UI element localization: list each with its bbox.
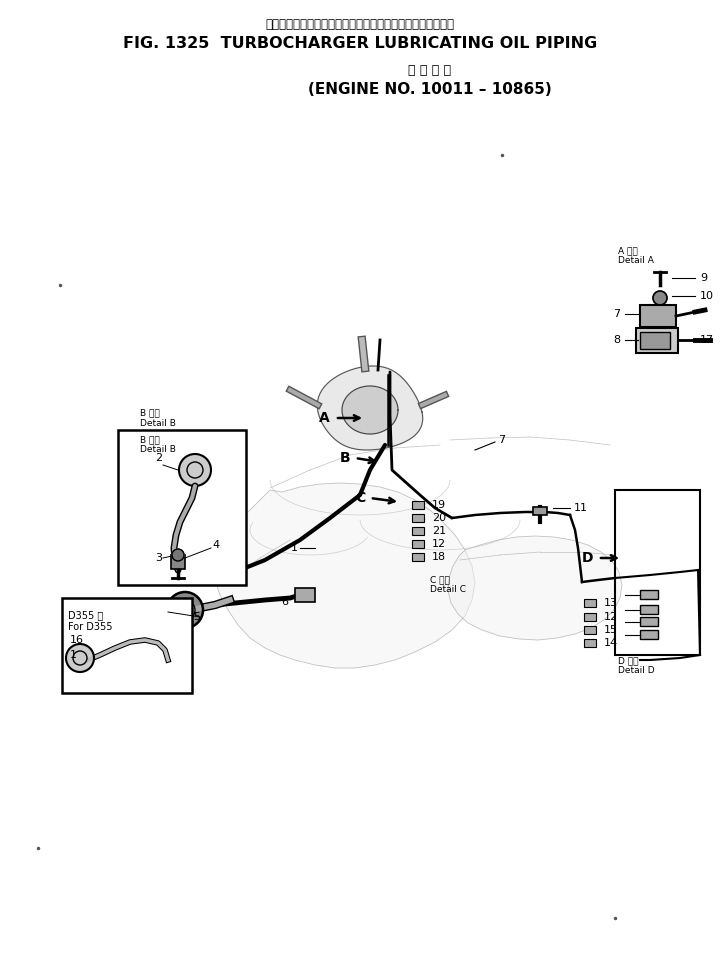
Text: B 詳細
Detail B: B 詳細 Detail B [140, 435, 176, 455]
Text: 11: 11 [574, 503, 588, 513]
Text: 9: 9 [700, 273, 707, 283]
Polygon shape [448, 536, 622, 640]
Circle shape [175, 600, 195, 620]
Text: 14: 14 [604, 638, 618, 648]
Text: B 詳細
Detail B: B 詳細 Detail B [140, 409, 176, 428]
Text: 7: 7 [613, 309, 620, 319]
Text: 18: 18 [432, 552, 446, 562]
Bar [533, 507, 547, 515]
Text: D355 用
For D355: D355 用 For D355 [68, 610, 112, 631]
Text: C 詳細
Detail C: C 詳細 Detail C [430, 575, 466, 594]
Bar [640, 605, 658, 614]
Text: 16: 16 [70, 635, 84, 645]
Circle shape [172, 549, 184, 561]
Text: FIG. 1325  TURBOCHARGER LUBRICATING OIL PIPING: FIG. 1325 TURBOCHARGER LUBRICATING OIL P… [123, 36, 597, 51]
Text: 5: 5 [193, 612, 200, 622]
Circle shape [179, 454, 211, 486]
Text: 4: 4 [212, 540, 219, 550]
Bar [412, 514, 424, 522]
Bar [171, 555, 185, 569]
Text: D 詳細
Detail D: D 詳細 Detail D [618, 656, 655, 675]
Text: B: B [340, 451, 350, 465]
Text: 8: 8 [613, 335, 620, 345]
Bar [584, 613, 596, 621]
Bar [584, 599, 596, 607]
Text: ターボチャージャ　ルーブリケーティングオイルパイピング: ターボチャージャ ルーブリケーティングオイルパイピング [265, 18, 454, 31]
Bar [118, 430, 246, 585]
Bar [640, 590, 658, 599]
Bar [636, 328, 678, 353]
Text: C: C [355, 491, 365, 505]
Bar [640, 305, 676, 327]
Bar [640, 617, 658, 626]
Bar [412, 501, 424, 509]
Polygon shape [342, 386, 398, 434]
Text: 1: 1 [70, 650, 77, 660]
Bar [640, 332, 670, 349]
Bar [412, 553, 424, 561]
Polygon shape [317, 366, 423, 450]
Text: 19: 19 [432, 500, 446, 510]
Text: 12: 12 [432, 539, 446, 549]
Circle shape [66, 644, 94, 672]
Text: 17: 17 [700, 335, 714, 345]
Bar [584, 639, 596, 647]
Text: 3: 3 [155, 553, 162, 563]
Bar [295, 588, 315, 602]
Bar [615, 490, 700, 655]
Circle shape [167, 592, 203, 628]
Text: 21: 21 [432, 526, 446, 536]
Bar [640, 630, 658, 639]
Text: A: A [319, 411, 330, 425]
Text: 7: 7 [498, 435, 505, 445]
Bar [412, 540, 424, 548]
Text: D: D [582, 551, 593, 565]
Polygon shape [215, 483, 475, 668]
Text: 6: 6 [281, 597, 288, 607]
Text: 13: 13 [604, 598, 618, 608]
Text: (ENGINE NO. 10011 – 10865): (ENGINE NO. 10011 – 10865) [308, 82, 552, 97]
Text: 1: 1 [291, 543, 298, 553]
Circle shape [653, 291, 667, 305]
Bar [584, 626, 596, 634]
Text: 2: 2 [155, 453, 162, 463]
Text: A 詳細
Detail A: A 詳細 Detail A [618, 246, 654, 265]
Bar [412, 527, 424, 535]
Text: 15: 15 [604, 625, 618, 635]
Bar [62, 598, 192, 693]
Text: 12: 12 [604, 612, 618, 622]
Text: 10: 10 [700, 291, 714, 301]
Text: 20: 20 [432, 513, 446, 523]
Text: 適 用 号 機: 適 用 号 機 [408, 64, 451, 77]
